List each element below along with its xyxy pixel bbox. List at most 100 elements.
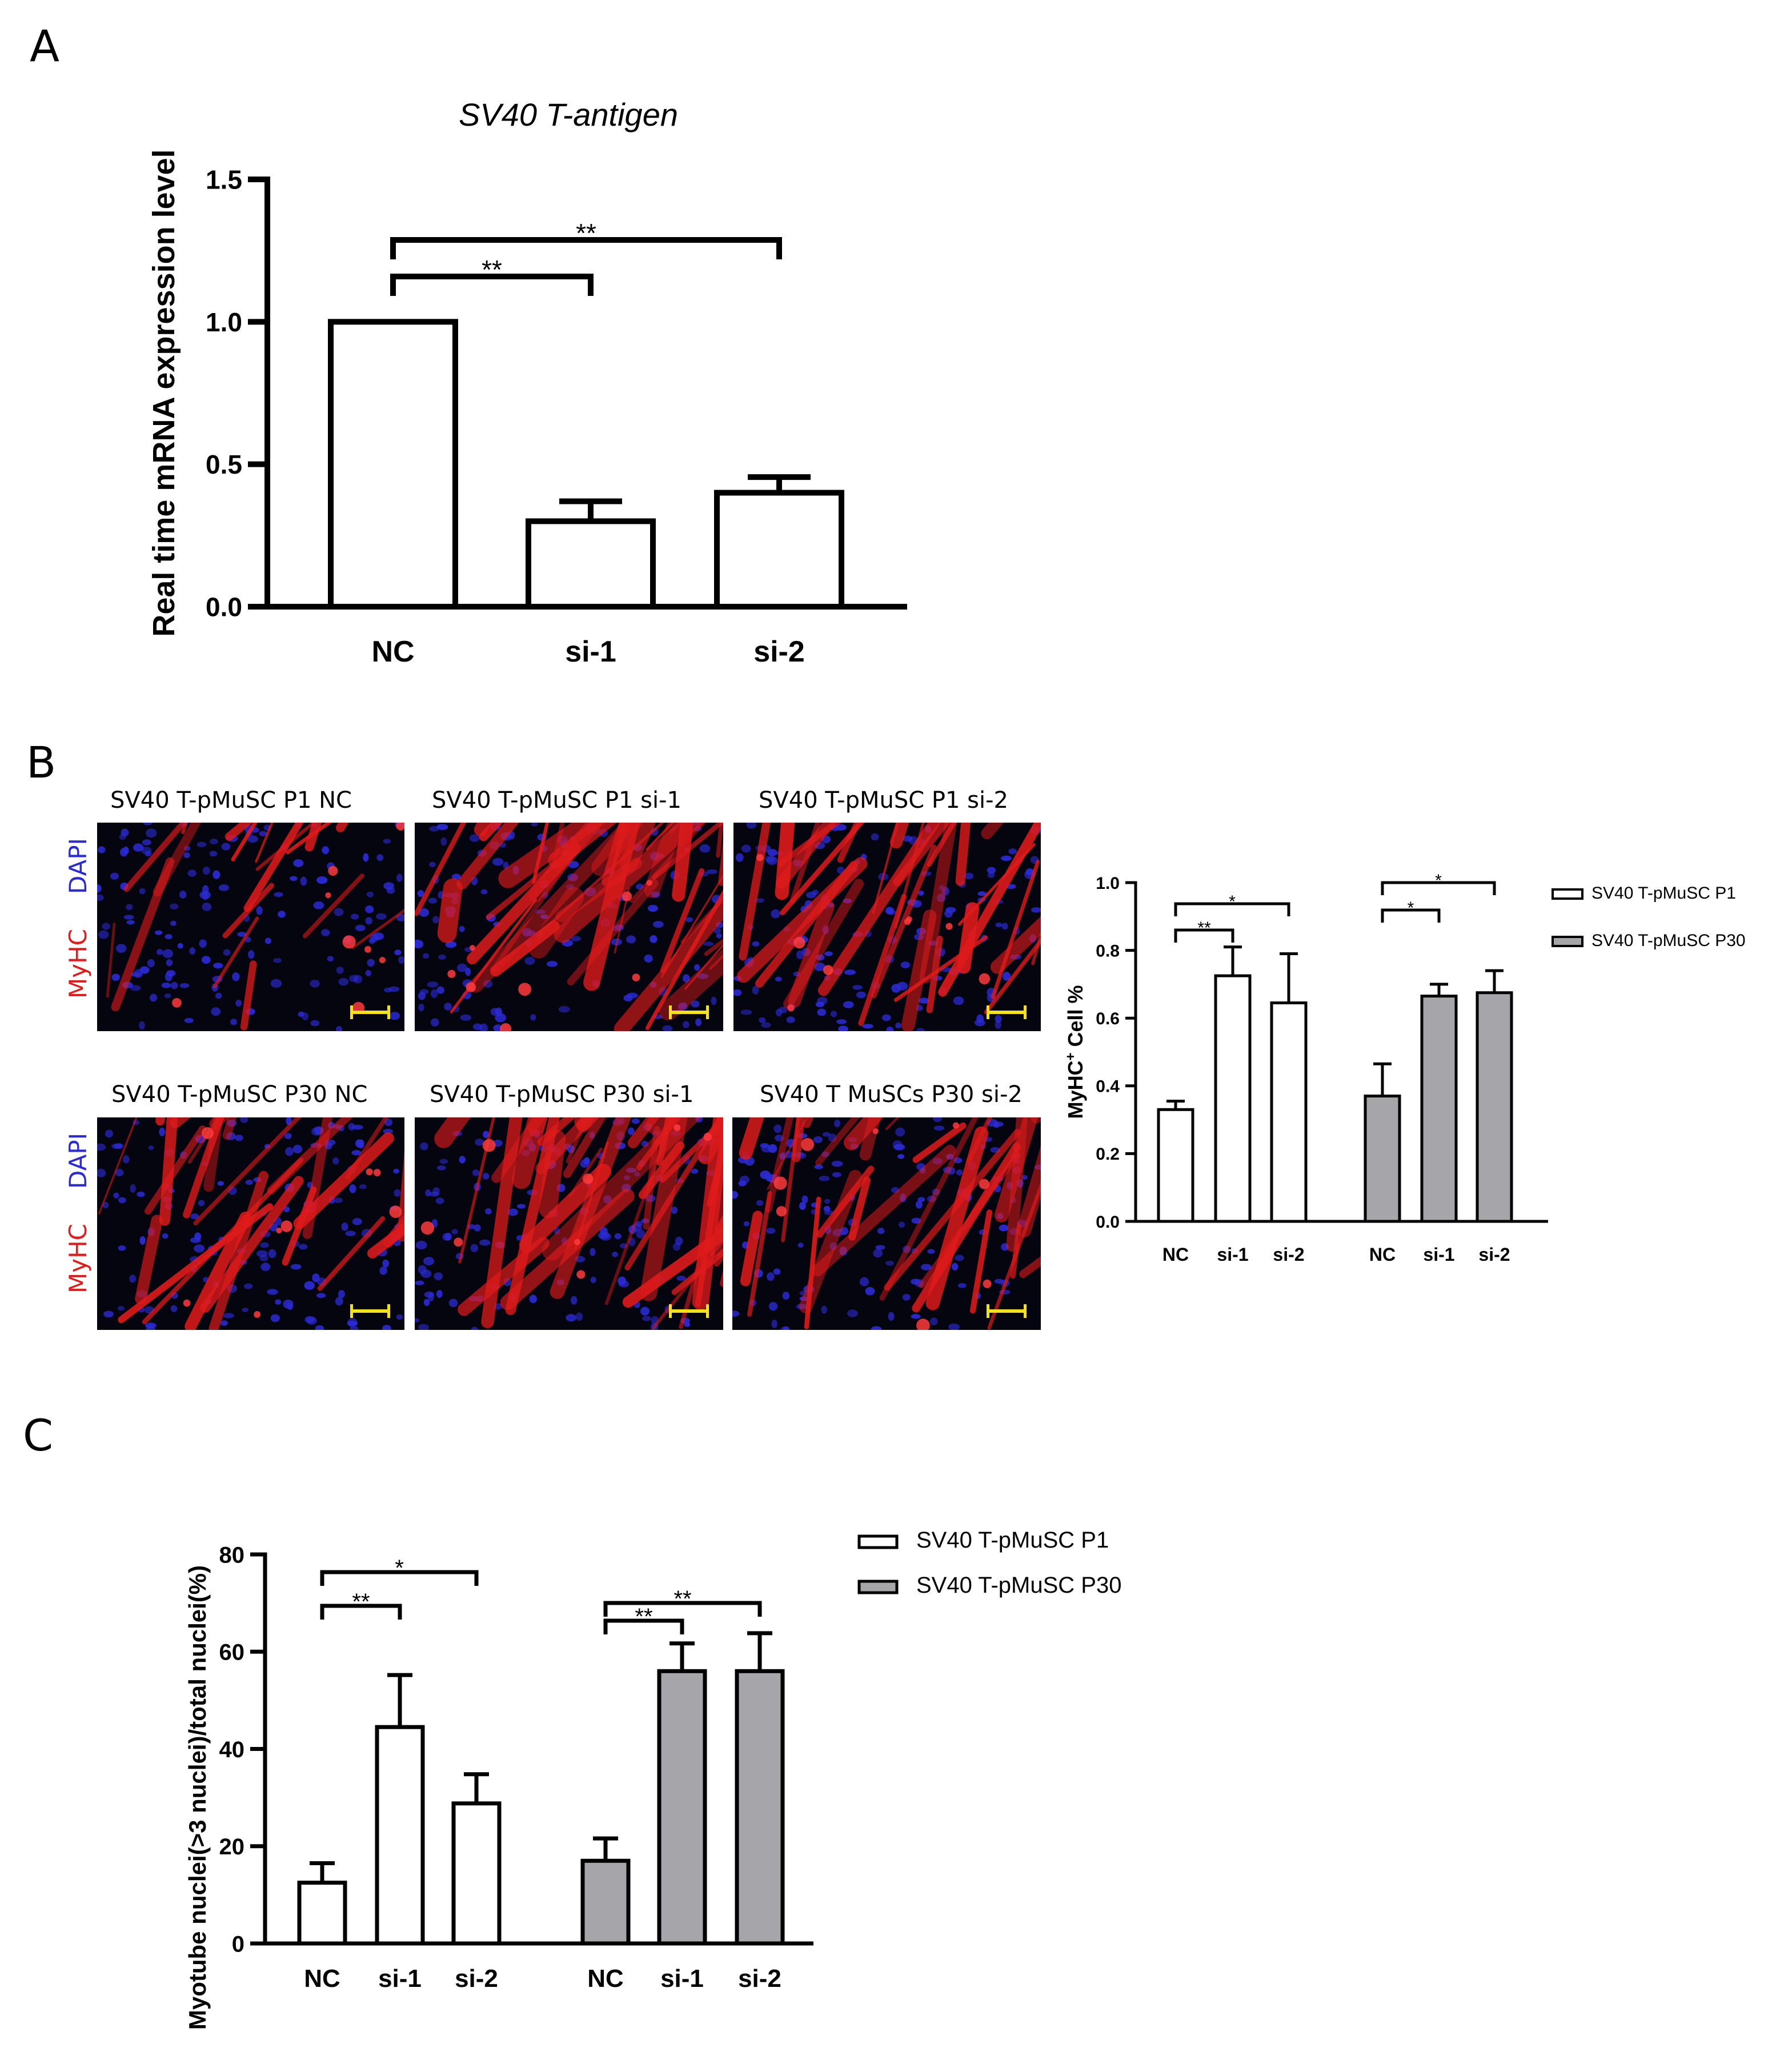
dapi-nucleus [415,1240,427,1249]
dapi-nucleus [684,1322,691,1327]
dapi-nucleus [635,1221,643,1227]
panel-label-b: B [26,737,57,788]
chart-c-y-axis-label: Myotube nuclei(>3 nuclei)/total nuclei(%… [184,1565,211,2030]
dapi-nucleus [675,1236,683,1245]
myhc-myotube [456,823,519,890]
dapi-nucleus [259,831,268,836]
scale-bar [987,1005,1027,1019]
myhc-cell [328,865,338,876]
dapi-nucleus [430,989,438,999]
chart-a-bar [328,319,458,610]
dapi-nucleus [898,1221,905,1228]
dapi-nucleus [97,884,102,893]
dapi-nucleus [956,1169,963,1176]
dapi-nucleus [427,981,439,988]
dapi-nucleus [221,843,231,851]
chart-c-category-label: si-2 [455,1965,498,1993]
dapi-nucleus [341,1222,348,1231]
myhc-myotube [183,1117,224,1219]
dapi-nucleus [471,1326,478,1330]
dapi-nucleus [321,929,330,936]
chart-c-category-label: NC [587,1965,624,1993]
myhc-myotube [966,1117,993,1164]
myhc-myotube [537,823,665,936]
chart-c-significance-label: ** [352,1589,370,1614]
dapi-nucleus [759,1017,766,1023]
dapi-nucleus [217,1181,224,1186]
dapi-nucleus [623,995,633,1002]
dapi-nucleus [275,1299,282,1305]
chart-c-bar [375,1725,425,1946]
myhc-myotube [1006,1117,1028,1252]
micrograph-title: SV40 T-pMuSC P1 si-2 [759,787,1008,813]
myhc-myotube [467,843,581,965]
dapi-nucleus [98,846,106,853]
chart-b-legend-label: SV40 T-pMuSC P1 [1591,884,1736,903]
dapi-nucleus [999,1224,1009,1232]
myhc-cell [872,1128,879,1135]
dapi-nucleus [902,1293,911,1301]
myhc-myotube [660,868,705,973]
myhc-myotube [991,860,1040,1000]
dapi-nucleus [897,1154,905,1159]
dapi-nucleus [338,977,349,986]
myhc-myotube [969,1209,993,1314]
micrograph-image [733,823,1041,1031]
dapi-nucleus [871,833,879,841]
chart-c-legend-label: SV40 T-pMuSC P30 [916,1573,1121,1598]
myhc-myotube [871,844,937,999]
dapi-nucleus [365,969,372,976]
myhc-cell [632,973,640,981]
dapi-nucleus [859,1277,869,1287]
dapi-nucleus [345,1231,356,1236]
dapi-nucleus [237,932,247,937]
dapi-nucleus [885,1260,894,1266]
dapi-nucleus [419,908,430,917]
dapi-nucleus [773,1268,781,1275]
dapi-nucleus [490,1008,499,1016]
chart-b-category-label: NC [1369,1244,1396,1265]
dapi-nucleus [821,1151,829,1157]
dapi-nucleus [927,1195,936,1203]
myhc-myotube [987,1181,1041,1330]
dapi-nucleus [871,1326,882,1330]
chart-c-significance-bracket [320,1570,479,1586]
dapi-nucleus [775,976,782,982]
myhc-myotube [604,1117,675,1305]
dapi-nucleus [480,889,488,895]
dapi-nucleus [801,1195,808,1204]
dapi-nucleus [442,1233,450,1241]
dapi-nucleus [590,1248,596,1256]
dapi-nucleus [576,1312,583,1321]
dapi-nucleus [436,986,444,994]
dapi-nucleus [823,1205,831,1212]
dapi-nucleus [929,1317,938,1326]
dapi-nucleus [535,909,546,915]
myhc-cell [904,918,911,925]
dapi-nucleus [740,1009,752,1015]
myhc-myotube [652,823,723,880]
dapi-nucleus [767,1272,775,1281]
dapi-nucleus [334,908,344,916]
myhc-cell [793,936,805,949]
dapi-nucleus [921,1264,932,1271]
myhc-cell [756,853,764,861]
myhc-myotube [500,1188,635,1310]
dapi-nucleus [456,963,467,972]
myhc-cell [787,1004,795,1012]
dapi-nucleus [911,1314,921,1319]
micrograph-canvas [732,1117,1041,1330]
dapi-nucleus [139,1236,146,1245]
dapi-nucleus [584,1157,590,1164]
chart-b-significance-bracket [1381,908,1441,923]
micrograph-canvas [97,1117,404,1330]
dapi-nucleus [492,857,504,866]
dapi-nucleus [332,1157,339,1165]
dapi-nucleus [936,893,946,902]
dapi-nucleus [469,834,480,842]
dapi-nucleus [130,1184,136,1193]
dapi-nucleus [126,920,135,925]
myhc-myotube [704,938,723,956]
myhc-cell [518,983,532,996]
